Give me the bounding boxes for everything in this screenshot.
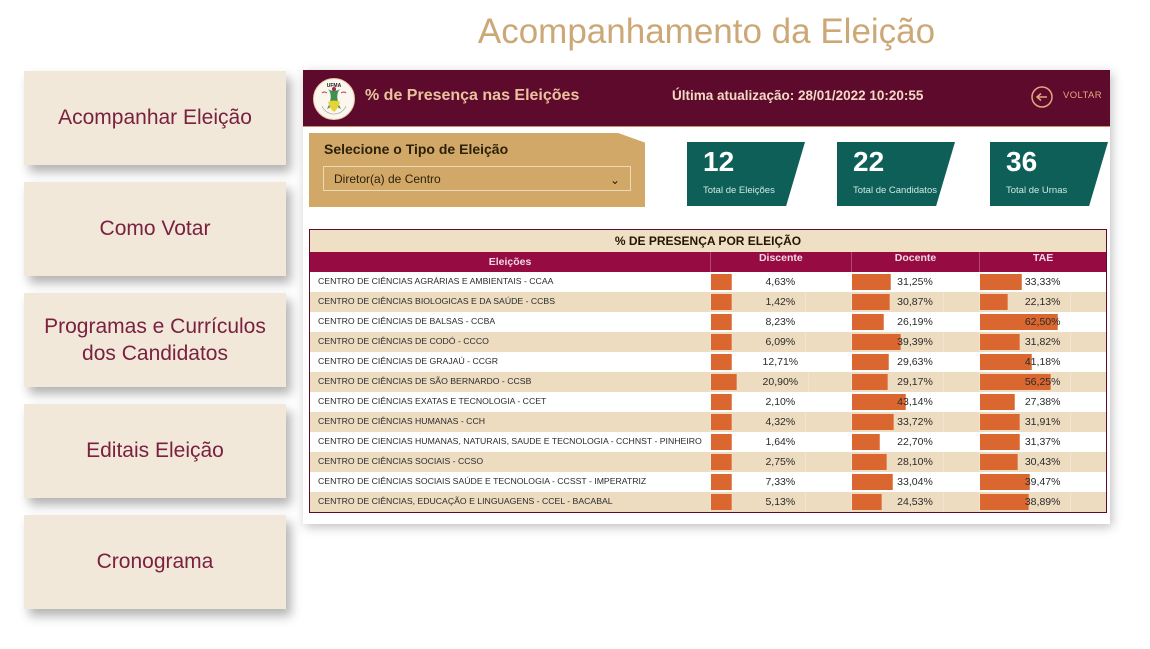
svg-text:UFMA: UFMA: [327, 83, 342, 89]
